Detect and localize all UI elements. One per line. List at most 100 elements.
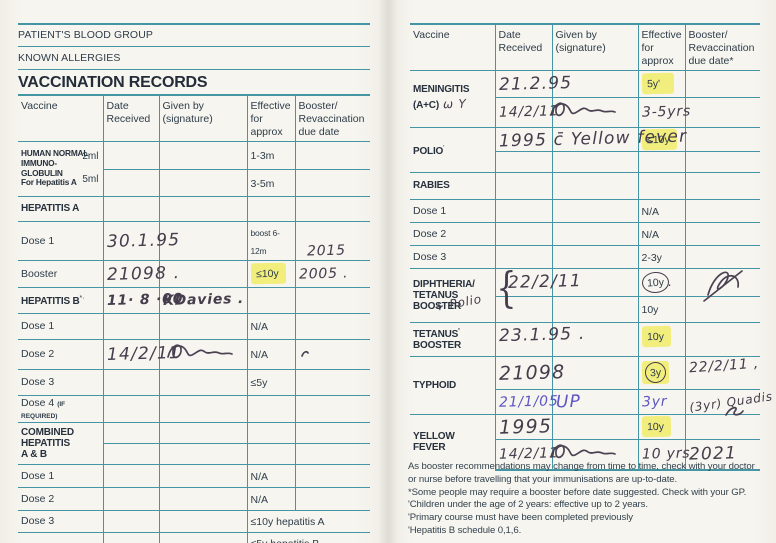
col-header-vaccine: Vaccine (410, 23, 495, 70)
footnotes: As booster recommendations may change fr… (408, 461, 760, 538)
col-header-date: Date Received (494, 23, 552, 70)
dose-volume: 5ml (82, 174, 99, 186)
effective-value: boost 6-12m (250, 227, 280, 256)
footnote-marker: ' (458, 327, 460, 335)
pen-mark (300, 350, 309, 357)
effective-value: N/A (250, 493, 269, 506)
handwritten-date: 21.2.95 (498, 72, 573, 95)
vaccine-name-polio: POLIO' (410, 126, 495, 172)
page-left: PATIENT'S BLOOD GROUP KNOWN ALLERGIES VA… (0, 0, 388, 543)
handwritten-due-date: 2015 (306, 241, 346, 260)
table-row: MENINGITIS (A+C) ω Y 21.2.95 5y' (410, 69, 760, 127)
effective-value: 3y (649, 366, 662, 380)
circled-mark: 10y (640, 270, 669, 294)
col-header-vaccine: Vaccine (18, 94, 103, 141)
vaccination-table-right: Vaccine Date Received Given by (signatur… (410, 23, 773, 471)
effective-value: 1-3m (250, 150, 275, 162)
table-row: 14/2/11 10 yrs 2021 (410, 438, 760, 471)
handwritten-date: 21098 (498, 360, 566, 385)
dose-label: Dose 3 (18, 509, 103, 532)
table-row: Booster 21098 . ≤10y 2015 2005 . (18, 242, 370, 287)
effective-value: 3-5m (250, 177, 275, 190)
table-row (18, 442, 370, 464)
highlight-mark: 3y (641, 360, 669, 385)
table-row: HEPATITIS A (18, 195, 370, 221)
effective-value: ≤10y (255, 267, 279, 281)
handwritten-date: 1995 (498, 414, 552, 439)
vaccine-name-tetanus: TETANUS' BOOSTER (410, 321, 495, 356)
handwritten-date: 22/2/11 (507, 271, 582, 293)
dose-label: Dose 2 (18, 486, 103, 510)
effective-value: 2-3y (641, 251, 662, 264)
blood-group-label: PATIENT'S BLOOD GROUP (18, 29, 153, 41)
col-header-given: Given by (signature) (158, 94, 247, 141)
signature-scribble (166, 343, 233, 358)
dose-label: Dose 1 (18, 220, 103, 260)
footnote-marker: ' (443, 144, 445, 152)
table-row: 14/2/11 3-5yrs (410, 96, 760, 127)
effective-value: ≤5y hepatitis B (251, 538, 320, 543)
handwritten-signature: UP (555, 391, 581, 412)
signature-scribble (549, 101, 616, 116)
page-right: Vaccine Date Received Given by (signatur… (388, 0, 776, 543)
dose-label: Dose 1 (18, 312, 103, 339)
handwritten-effective: 3-5yrs (641, 103, 691, 121)
table-row: Dose 1 N/A (410, 198, 760, 222)
footnote-marker: *· (79, 295, 85, 302)
table-row: HUMAN NORMAL IMMUNO- GLOBULIN For Hepati… (18, 140, 370, 196)
table-row: Dose 1 N/A (18, 463, 370, 487)
signature-scribble (549, 443, 616, 458)
dose-label: Dose 2 (410, 221, 495, 245)
effective-value: 10y (646, 420, 664, 434)
vaccine-name-hepatitis-b: HEPATITIS B*· (18, 286, 103, 313)
signature-scribble (702, 269, 743, 302)
table-row: Dose 3 2-3y (410, 244, 760, 268)
col-header-booster: Booster/ Revaccination due date* (684, 23, 760, 70)
table-row: Dose 1 30.1.95 boost 6-12m (18, 220, 370, 260)
effective-value: ≤10y hepatitis A (250, 516, 325, 528)
dose-label: Dose 3 (18, 368, 103, 395)
table-row: TYPHOID 21098 3y 22/2/11 , (410, 355, 760, 414)
allergies-label: KNOWN ALLERGIES (18, 52, 121, 64)
vaccine-name-combined: COMBINED HEPATITIS A & B (18, 421, 103, 464)
highlight-mark: 5y' (641, 72, 674, 95)
highlight-mark: 10y (641, 415, 671, 438)
table-row: Dose 2 N/A (18, 486, 370, 510)
table-row: HEPATITIS B*· 11· 8 ·00 KDavies . (18, 286, 370, 313)
handwritten-date: 30.1.95 (106, 229, 181, 252)
dose-volume: 2ml (82, 150, 99, 162)
footnote-line: As booster recommendations may change fr… (408, 461, 755, 485)
handwritten-effective: 10 yrs (641, 445, 691, 463)
page-title: VACCINATION RECORDS (18, 74, 208, 91)
effective-value: N/A (250, 349, 269, 361)
highlight-mark: 10y (641, 325, 671, 347)
footnote-line: 'Hepatitis B schedule 0,1,6. (408, 524, 522, 536)
col-header-date: Date Received (102, 94, 159, 141)
table-row: Dose 1 N/A (18, 312, 370, 339)
footnote-line: 'Primary course must have been completed… (408, 512, 633, 523)
handwritten-signature: KDavies . (162, 290, 244, 310)
table-row: 21/1/05 UP 3yr (3yr) Quadis (410, 388, 773, 416)
handwritten-due-date: 2005 . (298, 264, 349, 283)
effective-value: ≤5y (250, 377, 268, 389)
vaccine-name-hepatitis-a: HEPATITIS A (18, 195, 103, 221)
highlight-mark: ≤10y (250, 262, 286, 285)
dose-label: Dose 3 (410, 244, 495, 268)
vaccine-name-typhoid: TYPHOID (410, 355, 495, 414)
dose-label: Dose 1 (18, 463, 103, 487)
footnote-line: *Some people may require a booster befor… (408, 486, 747, 498)
page-fold (378, 0, 398, 543)
vaccine-name-meningitis: MENINGITIS (A+C) ω Y (410, 69, 495, 127)
dose-label: Booster (18, 259, 103, 287)
table-row: Dose 3 ≤10y hepatitis A (18, 509, 370, 532)
handwritten-due-date: 22/2/11 , (688, 355, 760, 376)
table-header-row: Vaccine Date Received Given by (signatur… (410, 23, 760, 70)
dose-label: Dose 1 (410, 198, 495, 222)
effective-value: 10y (646, 276, 664, 289)
vaccine-name-hnig: HUMAN NORMAL IMMUNO- GLOBULIN For Hepati… (18, 140, 103, 196)
effective-value: N/A (250, 470, 269, 483)
table-header-row: Vaccine Date Received Given by (signatur… (18, 94, 370, 141)
dose-label: Dose 4 (IF REQUIRED) (18, 394, 103, 422)
divider (18, 69, 370, 70)
